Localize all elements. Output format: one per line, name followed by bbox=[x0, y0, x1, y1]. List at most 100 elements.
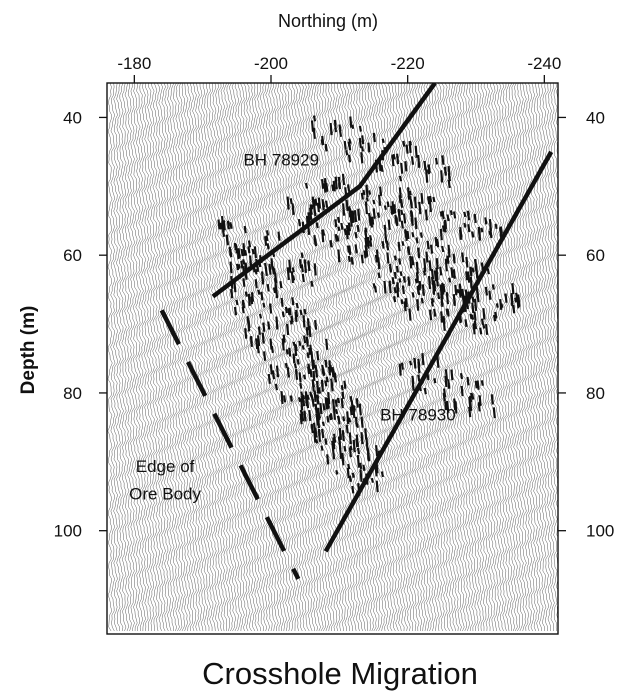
wiggle-trace bbox=[174, 83, 181, 632]
wiggle-trace bbox=[197, 83, 204, 632]
reflector-stroke bbox=[490, 394, 494, 405]
reflector-stroke bbox=[337, 216, 341, 223]
wiggle-trace bbox=[185, 83, 193, 632]
reflector-stroke bbox=[329, 122, 333, 136]
reflector-stroke bbox=[514, 297, 518, 303]
reflector-stroke bbox=[379, 186, 383, 197]
reflector-stroke bbox=[391, 201, 395, 215]
reflector-stroke bbox=[235, 299, 239, 306]
reflector-stroke bbox=[465, 271, 469, 281]
reflector-stroke bbox=[303, 410, 307, 422]
reflector-stroke bbox=[469, 266, 473, 277]
y-ticks-left: 40 60 80 100 bbox=[54, 108, 107, 541]
reflector-stroke bbox=[321, 368, 325, 375]
wiggle-trace bbox=[490, 83, 497, 632]
wiggle-trace bbox=[227, 83, 235, 632]
reflector-stroke bbox=[427, 276, 432, 290]
reflector-stroke bbox=[331, 440, 335, 451]
x-axis-title: Northing (m) bbox=[278, 11, 378, 31]
reflector-stroke bbox=[307, 260, 311, 272]
reflector-stroke bbox=[407, 187, 411, 200]
wiggle-trace bbox=[289, 83, 298, 632]
plot-frame bbox=[106, 82, 559, 635]
reflector-stroke bbox=[243, 225, 247, 234]
reflector-stroke bbox=[375, 480, 379, 493]
wiggle-trace bbox=[552, 83, 558, 632]
reflector-stroke bbox=[358, 137, 362, 149]
reflector-stroke bbox=[237, 248, 241, 259]
reflector-stroke bbox=[444, 401, 448, 411]
wiggle-trace bbox=[530, 83, 536, 632]
reflector-stroke bbox=[449, 210, 453, 216]
reflector-stroke bbox=[430, 276, 435, 286]
wiggle-trace bbox=[138, 83, 144, 632]
reflector-stroke bbox=[364, 201, 368, 215]
wiggle-trace bbox=[464, 83, 472, 632]
y-tick-label-right-2: 80 bbox=[586, 384, 605, 403]
reflector-stroke bbox=[281, 338, 285, 351]
reflector-stroke bbox=[284, 306, 288, 314]
wiggle-trace bbox=[199, 83, 207, 632]
reflector-stroke bbox=[319, 402, 323, 415]
wiggle-trace bbox=[555, 87, 558, 620]
reflector-stroke bbox=[301, 345, 305, 350]
reflector-stroke bbox=[377, 272, 381, 279]
reflector-stroke bbox=[314, 364, 318, 372]
reflector-stroke bbox=[269, 338, 273, 350]
reflector-stroke bbox=[282, 334, 286, 343]
reflector-stroke bbox=[480, 380, 484, 386]
reflector-stroke bbox=[484, 217, 488, 225]
reflector-stroke bbox=[321, 421, 325, 427]
reflector-stroke bbox=[308, 347, 312, 355]
reflector-stroke bbox=[480, 318, 485, 325]
wiggle-trace bbox=[550, 83, 556, 632]
reflector-stroke bbox=[275, 287, 279, 299]
reflector-stroke bbox=[295, 309, 299, 318]
wiggle-trace bbox=[527, 83, 533, 632]
reflector-stroke bbox=[342, 416, 346, 422]
reflector-stroke bbox=[341, 430, 345, 442]
reflector-stroke bbox=[337, 226, 341, 232]
reflector-stroke bbox=[492, 407, 496, 419]
reflector-stroke bbox=[314, 427, 318, 438]
reflector-stroke bbox=[372, 283, 376, 289]
reflector-stroke bbox=[495, 303, 499, 308]
reflector-stroke bbox=[444, 369, 448, 380]
y-ticks-right: 40 60 80 100 bbox=[558, 108, 614, 541]
reflector-stroke bbox=[261, 271, 265, 285]
reflector-stroke bbox=[291, 297, 295, 306]
wiggle-trace bbox=[393, 83, 402, 632]
reflector-stroke bbox=[325, 200, 329, 208]
reflector-stroke bbox=[332, 180, 336, 192]
reflector-stroke bbox=[436, 238, 440, 248]
reflector-stroke bbox=[430, 298, 434, 303]
reflector-stroke bbox=[351, 472, 355, 478]
wiggle-trace bbox=[314, 83, 323, 632]
reflector-stroke bbox=[348, 417, 352, 423]
reflector-stroke bbox=[314, 238, 318, 247]
wiggle-trace bbox=[255, 83, 264, 632]
reflector-stroke bbox=[265, 235, 269, 242]
y-tick-label-right-0: 40 bbox=[586, 108, 605, 127]
reflector-stroke bbox=[341, 391, 345, 400]
wiggle-trace bbox=[345, 83, 355, 632]
reflector-stroke bbox=[471, 393, 475, 400]
wiggle-trace bbox=[407, 83, 416, 632]
reflector-stroke bbox=[360, 254, 364, 264]
wiggle-trace bbox=[481, 83, 489, 632]
reflector-stroke bbox=[415, 272, 419, 283]
reflector-stroke bbox=[335, 408, 339, 415]
wiggle-trace bbox=[390, 83, 399, 632]
reflector-stroke bbox=[343, 380, 347, 389]
reflector-stroke bbox=[334, 219, 338, 228]
reflector-stroke bbox=[313, 209, 317, 217]
reflector-stroke bbox=[288, 307, 292, 316]
reflector-stroke bbox=[442, 392, 446, 402]
reflector-stroke bbox=[386, 252, 390, 264]
reflector-stroke bbox=[348, 432, 352, 445]
reflector-stroke bbox=[445, 292, 449, 305]
wiggle-trace bbox=[387, 83, 396, 632]
reflector-stroke bbox=[233, 281, 237, 293]
reflector-stroke bbox=[247, 318, 251, 332]
reflector-stroke bbox=[443, 221, 447, 233]
